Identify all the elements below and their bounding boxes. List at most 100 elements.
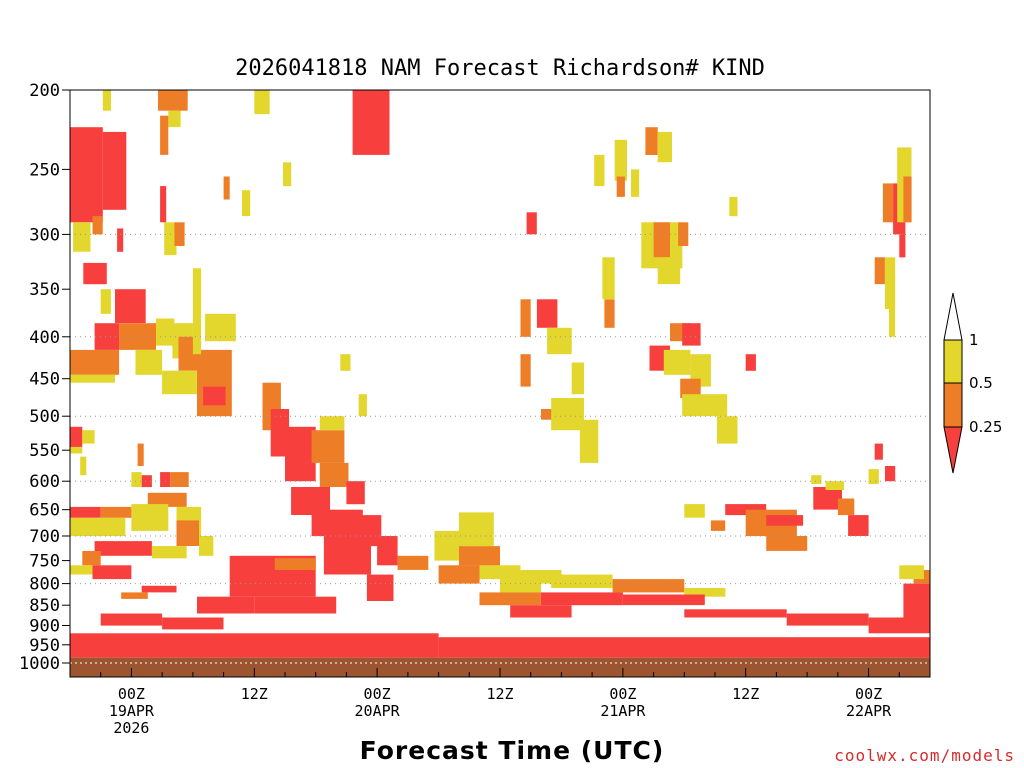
- region-high-42: [199, 536, 214, 556]
- xtick-label-4-1: 21APR: [600, 702, 646, 720]
- region-high-93: [899, 565, 924, 580]
- region-low-120: [745, 354, 756, 371]
- region-high-8: [254, 90, 270, 115]
- region-low-70: [70, 633, 439, 649]
- region-high-116: [690, 354, 711, 387]
- xtick-label-3-0: 12Z: [486, 685, 513, 703]
- region-mid-95: [520, 299, 531, 337]
- region-low-66: [141, 585, 177, 593]
- region-high-31: [131, 472, 142, 487]
- region-high-13: [100, 289, 111, 314]
- region-low-130: [848, 515, 869, 536]
- region-low-49: [270, 409, 290, 457]
- region-mid-123: [710, 520, 726, 531]
- region-high-119: [717, 416, 738, 444]
- ytick-label-750: 750: [29, 552, 60, 572]
- region-mid-146: [223, 176, 230, 200]
- region-low-71: [70, 648, 439, 658]
- region-low-9: [160, 186, 167, 223]
- region-low-88: [684, 609, 787, 618]
- ytick-label-500: 500: [29, 407, 60, 427]
- region-high-84: [684, 588, 726, 597]
- region-mid-7: [160, 115, 169, 155]
- region-high-30: [70, 446, 83, 454]
- xtick-label-0-2: 2026: [113, 719, 149, 737]
- region-mid-59: [397, 555, 429, 570]
- region-high-76: [459, 512, 494, 547]
- region-low-1: [102, 131, 127, 210]
- region-high-6: [168, 110, 181, 128]
- xtick-label-5-0: 12Z: [732, 685, 759, 703]
- region-low-37: [70, 506, 101, 518]
- region-high-148: [283, 162, 292, 187]
- region-low-127: [813, 487, 842, 510]
- region-high-39: [131, 504, 169, 531]
- region-mid-24: [197, 349, 232, 417]
- xtick-label-6-1: 22APR: [846, 702, 892, 720]
- region-mid-73: [438, 565, 480, 584]
- region-high-136: [885, 257, 896, 309]
- region-low-25: [203, 386, 226, 406]
- region-low-142: [899, 234, 906, 258]
- region-low-81: [510, 605, 572, 618]
- region-mid-110: [678, 222, 689, 246]
- region-mid-35: [147, 492, 187, 507]
- region-mid-18: [70, 349, 120, 375]
- region-high-52: [319, 416, 345, 431]
- ytick-label-800: 800: [29, 575, 60, 595]
- region-low-14: [115, 289, 146, 324]
- region-high-26: [162, 370, 197, 395]
- region-low-87: [438, 637, 930, 658]
- region-high-137: [889, 309, 896, 337]
- region-low-69: [162, 617, 224, 630]
- region-mid-141: [903, 176, 912, 223]
- region-high-131: [811, 475, 822, 485]
- region-low-60: [323, 536, 371, 575]
- region-low-91: [903, 583, 930, 618]
- region-mid-3: [92, 216, 103, 235]
- region-mid-5: [158, 90, 188, 111]
- colorbar-tick-1: 0.5: [969, 374, 993, 392]
- x-axis-label: Forecast Time (UTC): [360, 736, 665, 765]
- xtick-label-2-0: 00Z: [364, 685, 391, 703]
- region-mid-41: [176, 520, 199, 546]
- region-high-128: [825, 481, 844, 490]
- region-mid-135: [874, 257, 885, 285]
- region-low-32: [141, 475, 152, 488]
- region-low-0: [70, 127, 103, 223]
- region-high-19: [70, 374, 115, 383]
- colorbar-tick-2: 0.25: [969, 418, 1002, 436]
- region-high-118: [682, 394, 728, 417]
- region-mid-151: [520, 354, 531, 387]
- region-high-27: [192, 268, 202, 355]
- region-mid-98: [541, 409, 556, 420]
- region-high-82: [551, 574, 613, 588]
- ytick-label-200: 200: [29, 81, 60, 101]
- region-low-86: [622, 594, 705, 606]
- region-mid-102: [604, 299, 615, 328]
- region-low-54: [346, 481, 365, 505]
- region-high-143: [80, 456, 87, 476]
- region-mid-144: [137, 443, 144, 466]
- region-low-33: [160, 472, 171, 487]
- y-axis: 200 250 300 350 400 450 500 550 600 650 700 750 8008…: [19, 81, 70, 674]
- region-high-150: [358, 394, 367, 417]
- region-high-147: [242, 190, 251, 217]
- region-high-10: [164, 222, 177, 256]
- region-mid-129: [837, 498, 855, 516]
- ytick-label-850: 850: [29, 596, 60, 616]
- region-low-125: [766, 515, 804, 526]
- ytick-label-950: 950: [29, 636, 60, 656]
- ytick-label-700: 700: [29, 527, 60, 547]
- region-mid-53: [319, 462, 349, 487]
- region-low-4: [117, 228, 124, 252]
- region-high-46: [70, 565, 93, 575]
- region-high-153: [631, 169, 640, 197]
- region-mid-38: [100, 506, 132, 518]
- region-low-28: [70, 426, 83, 447]
- ytick-label-400: 400: [29, 328, 60, 348]
- region-low-113: [682, 323, 701, 346]
- gridlines: [70, 233, 930, 664]
- region-high-17: [156, 318, 175, 346]
